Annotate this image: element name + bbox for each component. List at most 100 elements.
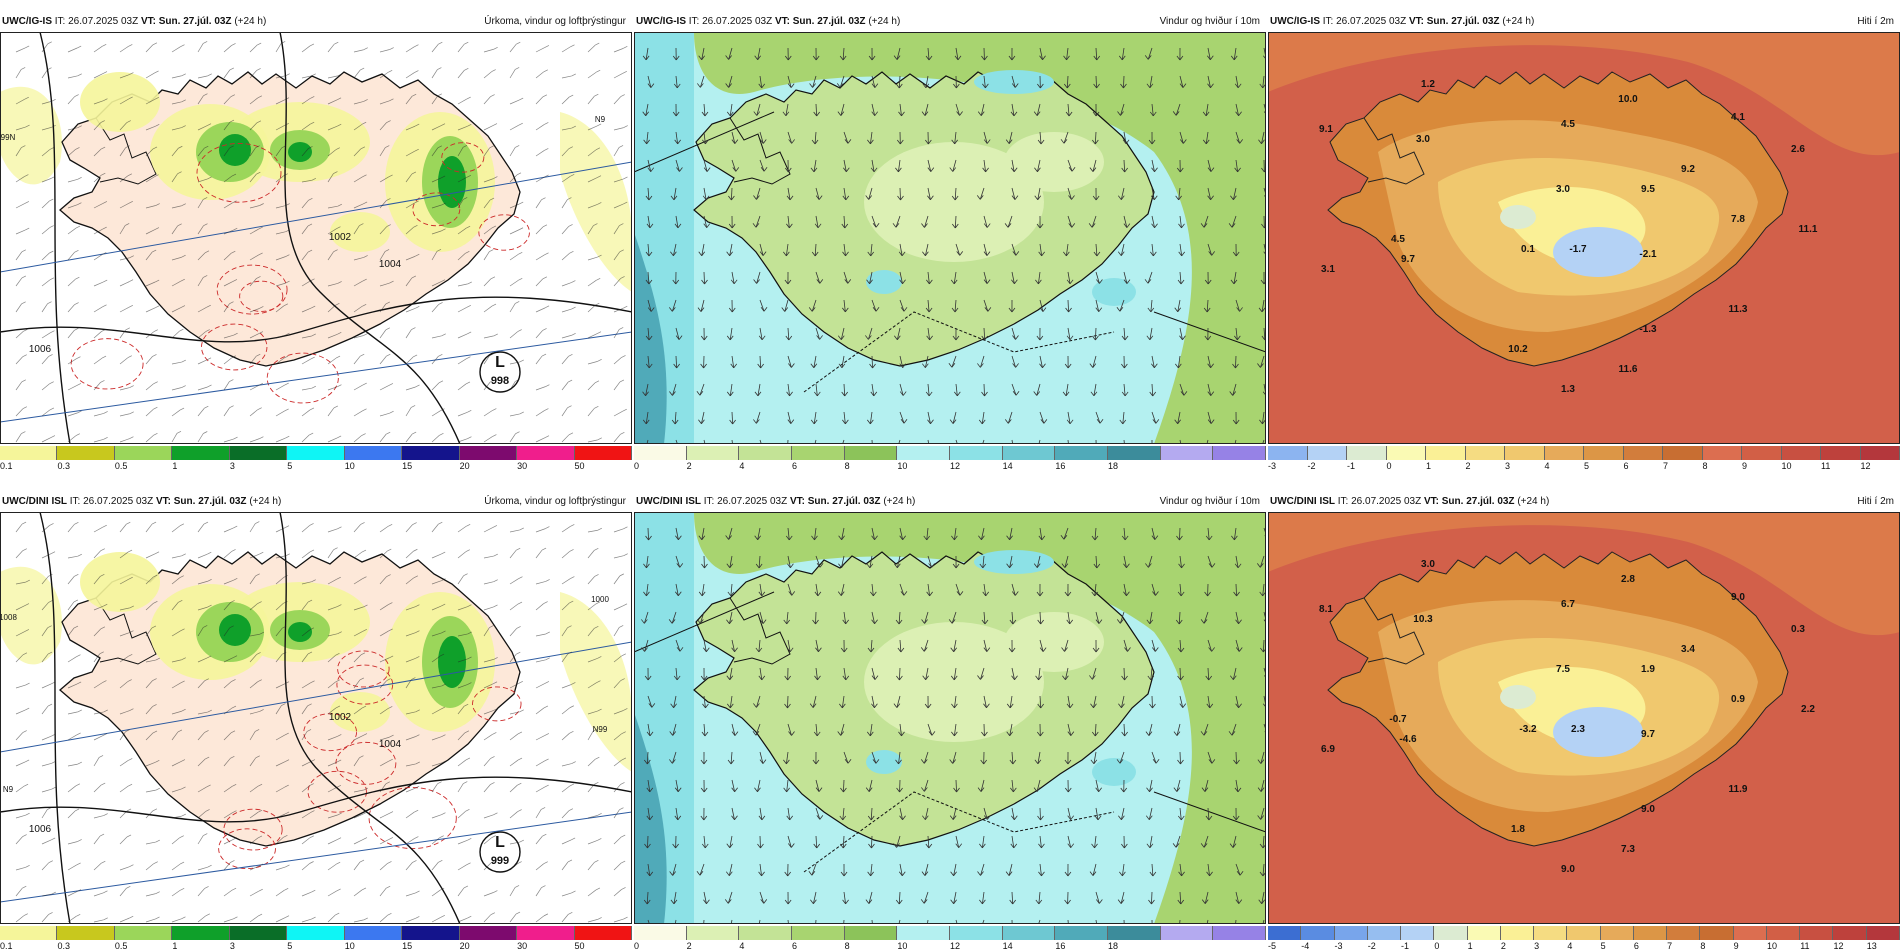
wind-map[interactable] — [634, 512, 1266, 924]
colorbar-swatch — [1161, 926, 1214, 940]
map-label: 1002 — [329, 712, 352, 723]
colorbar-tick-label: 11 — [1821, 461, 1830, 471]
map-label: N99 — [593, 725, 608, 734]
init-time: IT: 26.07.2025 03Z — [1323, 16, 1406, 27]
temperature-value-label: 11.9 — [1729, 784, 1748, 795]
model-name: UWC/DINI ISL — [2, 496, 67, 507]
wind-map[interactable] — [634, 32, 1266, 444]
valid-time: VT: Sun. 27.júl. 03Z — [1409, 16, 1500, 27]
colorbar-swatch — [1213, 446, 1266, 460]
map-title: Vindur og hviður í 10m — [1160, 492, 1260, 512]
colorbar-swatch — [1545, 446, 1585, 460]
colorbar-tick-label: 18 — [1108, 461, 1118, 471]
map-label: 999 — [491, 855, 509, 867]
colorbar-tick-label: 3 — [1505, 461, 1510, 471]
panel-dini-precip: UWC/DINI ISL IT: 26.07.2025 03Z VT: Sun.… — [0, 492, 632, 952]
colorbar-tick-label: 30 — [517, 461, 527, 471]
temperature-value-label: 11.6 — [1619, 364, 1638, 375]
colorbar-swatch — [1833, 926, 1866, 940]
temperature-value-label: 8.1 — [1319, 604, 1333, 615]
temperature-value-label: 10.3 — [1413, 614, 1433, 625]
lead-time: (+24 h) — [868, 16, 900, 27]
colorbar-swatch — [687, 926, 740, 940]
colorbar-swatch — [1767, 926, 1800, 940]
init-time: IT: 26.07.2025 03Z — [689, 16, 772, 27]
temperature-value-label: 2.8 — [1621, 574, 1635, 585]
colorbar-swatch — [1800, 926, 1833, 940]
colorbar-swatch — [1108, 926, 1161, 940]
colorbar-swatch — [0, 926, 57, 940]
colorbar-swatch — [345, 926, 402, 940]
map-title: Hiti í 2m — [1857, 12, 1894, 32]
colorbar-tick-label: 0 — [1387, 461, 1392, 471]
colorbar-swatch — [460, 446, 517, 460]
temperature-value-label: 1.2 — [1421, 79, 1435, 90]
colorbar-swatch — [575, 926, 632, 940]
colorbar-swatch — [1347, 446, 1387, 460]
colorbar-tick-label: 12 — [1861, 461, 1871, 471]
colorbar-tick-label: 2 — [687, 461, 692, 471]
colorbar-swatch — [897, 446, 950, 460]
colorbar-swatch — [1667, 926, 1700, 940]
colorbar-tick-label: 3 — [230, 461, 235, 471]
temperature-value-label: 10.2 — [1508, 344, 1528, 355]
colorbar-swatch — [950, 926, 1003, 940]
colorbar-swatch — [1861, 446, 1900, 460]
map-title: Úrkoma, vindur og loftþrýstingur — [484, 12, 626, 32]
map-label: N9 — [3, 785, 14, 794]
colorbar-swatch — [402, 926, 459, 940]
init-time: IT: 26.07.2025 03Z — [70, 496, 153, 507]
temperature-value-label: 3.1 — [1321, 264, 1335, 275]
panel-header: UWC/IG-IS IT: 26.07.2025 03Z VT: Sun. 27… — [1268, 12, 1900, 32]
colorbar-tick-label: -1 — [1347, 461, 1355, 471]
temperature-value-label: 10.0 — [1618, 94, 1638, 105]
map-label: 1004 — [379, 259, 402, 270]
colorbar-tick-label: 0 — [634, 461, 639, 471]
colorbar-swatch — [897, 926, 950, 940]
temperature-value-label: 9.0 — [1731, 592, 1745, 603]
colorbar-swatch — [1734, 926, 1767, 940]
temperature-value-label: 6.7 — [1561, 599, 1575, 610]
colorbar-tick-label: 2 — [1466, 461, 1471, 471]
colorbar-swatch — [1401, 926, 1434, 940]
colorbar-swatch — [230, 926, 287, 940]
colorbar-tick-label: 10 — [897, 461, 907, 471]
temperature-value-label: 7.5 — [1556, 664, 1570, 675]
colorbar-swatch — [575, 446, 632, 460]
colorbar-swatch — [1108, 446, 1161, 460]
colorbar-tick-label: 0.1 — [0, 461, 13, 471]
temperature-value-label: -4.6 — [1399, 734, 1417, 745]
colorbar-swatch — [1003, 446, 1056, 460]
colorbar-swatch — [1301, 926, 1334, 940]
colorbar-tick-label: 4 — [739, 461, 744, 471]
colorbar-tick-label: 0.5 — [115, 461, 128, 471]
colorbar-tick-label: 7 — [1663, 461, 1668, 471]
temperature-value-label: 9.5 — [1641, 184, 1655, 195]
temperature-value-label: 9.0 — [1561, 864, 1575, 875]
map-label: 1000 — [591, 595, 609, 604]
colorbar-swatch — [1501, 926, 1534, 940]
colorbar-swatch — [792, 446, 845, 460]
colorbar-swatch — [1782, 446, 1822, 460]
colorbar-swatch — [1387, 446, 1427, 460]
colorbar-swatch — [1335, 926, 1368, 940]
colorbar-tick-label: 5 — [1584, 461, 1589, 471]
colorbar-swatch — [634, 446, 687, 460]
temperature-value-label: 4.5 — [1561, 119, 1575, 130]
colorbar-tick-label: 10 — [345, 461, 355, 471]
temperature-value-label: 0.9 — [1731, 694, 1745, 705]
colorbar-tick-label: 12 — [950, 461, 960, 471]
colorbar-tick-label: 16 — [1055, 461, 1065, 471]
map-label: N9 — [595, 115, 606, 124]
temperature-value-label: -2.1 — [1639, 249, 1657, 260]
colorbar-swatch — [517, 446, 574, 460]
valid-time: VT: Sun. 27.júl. 03Z — [156, 496, 247, 507]
temperature-value-label: 3.4 — [1681, 644, 1695, 655]
colorbar-swatch — [287, 446, 344, 460]
